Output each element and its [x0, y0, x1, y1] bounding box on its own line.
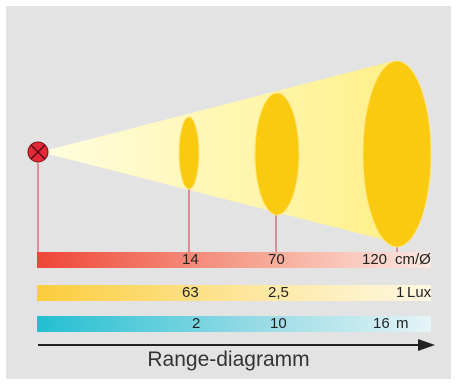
lux-bar — [37, 285, 431, 301]
cross-circle-icon — [27, 141, 49, 163]
lux-value-1: 63 — [182, 284, 199, 301]
light-circle-small — [178, 116, 200, 190]
light-beam — [40, 61, 393, 242]
range-arrow — [38, 339, 435, 351]
size-bar — [37, 252, 431, 268]
light-circle-medium — [254, 92, 300, 216]
range-value-1: 2 — [192, 315, 201, 332]
light-circle-large — [362, 60, 432, 248]
lux-unit: Lux — [407, 284, 432, 301]
lux-value-2: 2,5 — [268, 284, 289, 301]
size-unit: cm/Ø — [395, 251, 431, 268]
size-value-3: 120 — [362, 251, 388, 268]
range-bar — [37, 316, 431, 332]
range-value-3: 16 — [373, 315, 390, 332]
diagram-caption: Range-diagramm — [147, 348, 310, 371]
size-value-2: 70 — [268, 251, 285, 268]
size-value-1: 14 — [182, 251, 199, 268]
range-value-2: 10 — [270, 315, 287, 332]
lux-value-3: 1 — [396, 284, 405, 301]
range-unit: m — [396, 315, 409, 332]
